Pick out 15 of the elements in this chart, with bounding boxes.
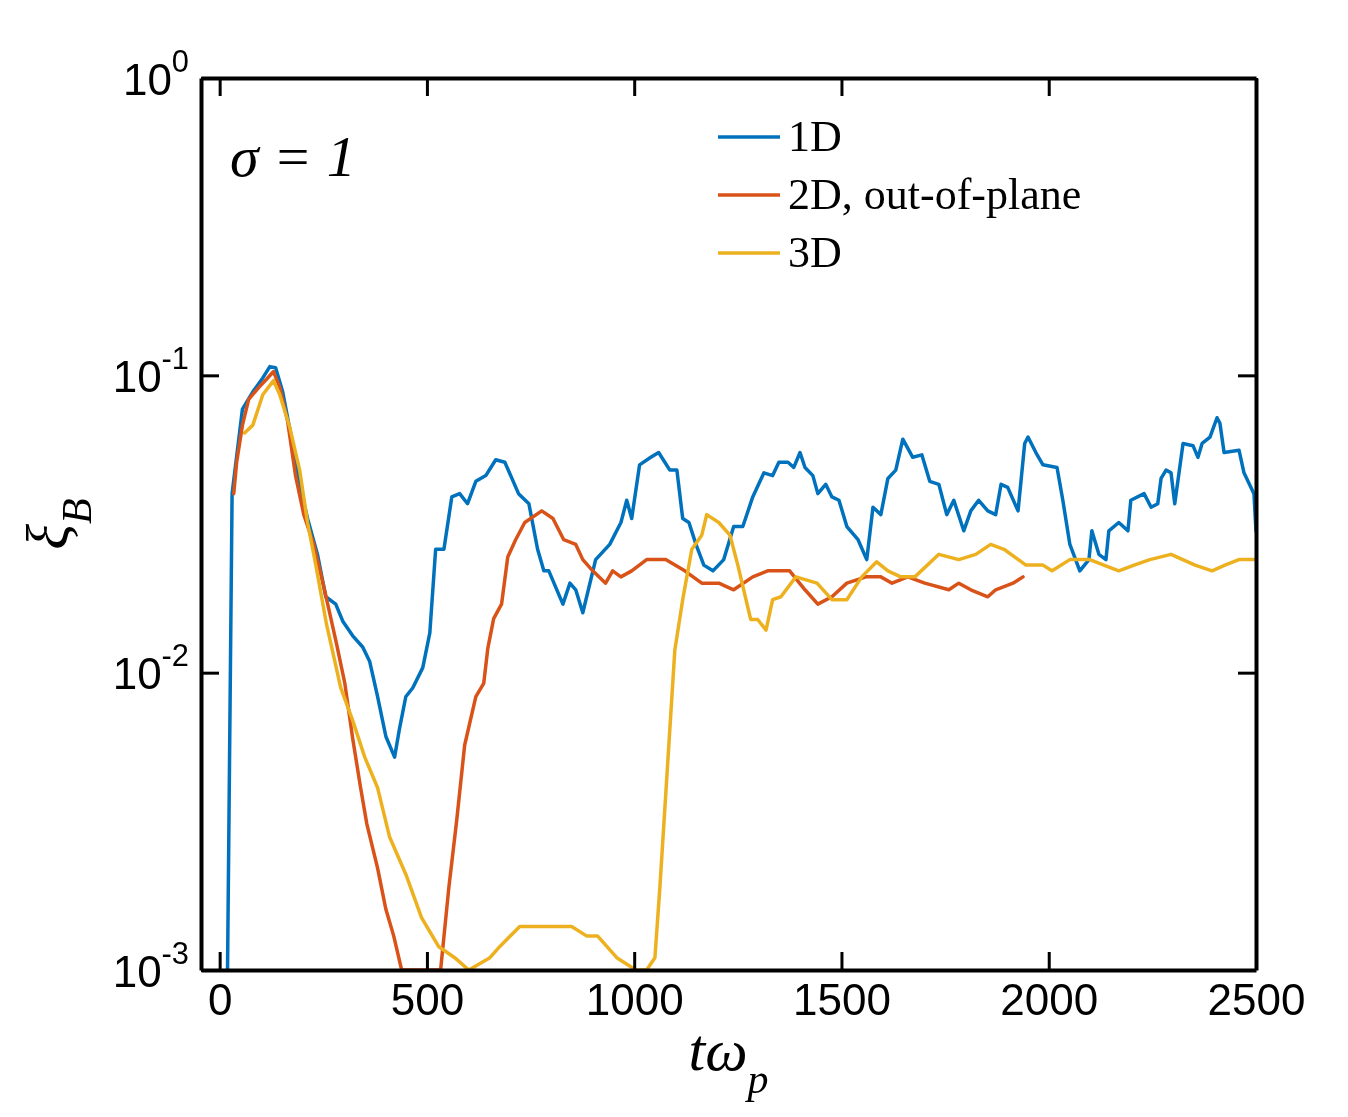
- legend-label: 1D: [788, 112, 842, 161]
- x-tick-label: 500: [390, 975, 465, 1025]
- x-tick-label: 1000: [585, 975, 684, 1025]
- annotation: σ = 1: [230, 124, 356, 189]
- y-tick-label: 10$^{-3}$: [112, 935, 189, 995]
- x-tick-label: 0: [207, 975, 233, 1025]
- x-axis-title: tω$_{p}$: [688, 1017, 769, 1102]
- legend-label: 3D: [788, 228, 842, 277]
- x-tick-label: 2000: [1000, 975, 1099, 1025]
- legend-label: 2D, out-of-plane: [788, 170, 1082, 219]
- y-tick-label: 10$^{-1}$: [112, 340, 189, 401]
- y-tick-label: 10$^{0}$: [122, 43, 189, 103]
- y-tick-label: 10$^{-2}$: [112, 638, 189, 698]
- x-tick-label: 1500: [793, 975, 891, 1025]
- x-tick-label: 2500: [1207, 975, 1306, 1025]
